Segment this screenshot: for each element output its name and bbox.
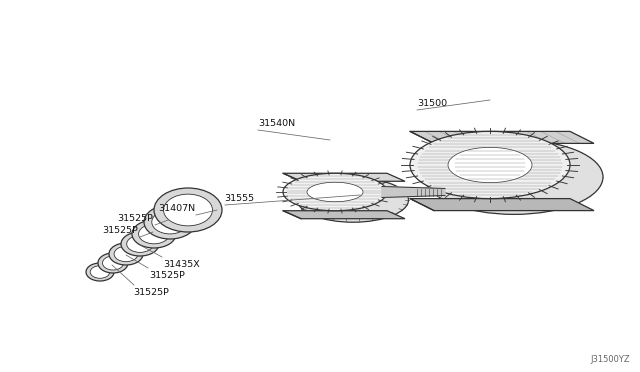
Ellipse shape: [154, 188, 222, 232]
Ellipse shape: [476, 159, 505, 171]
Ellipse shape: [127, 235, 154, 252]
Ellipse shape: [98, 253, 128, 273]
Ellipse shape: [132, 220, 176, 248]
Ellipse shape: [164, 194, 212, 226]
Ellipse shape: [114, 246, 138, 262]
Text: 31525P: 31525P: [133, 288, 169, 297]
Polygon shape: [283, 173, 405, 181]
Text: 31540N: 31540N: [258, 119, 295, 128]
Ellipse shape: [410, 131, 570, 199]
Ellipse shape: [425, 140, 603, 214]
Ellipse shape: [307, 182, 363, 202]
Text: 31525P: 31525P: [102, 226, 138, 235]
Ellipse shape: [121, 232, 159, 256]
Text: 31435X: 31435X: [163, 260, 200, 269]
Text: 31407N: 31407N: [158, 204, 195, 213]
Ellipse shape: [283, 173, 387, 211]
Ellipse shape: [298, 178, 408, 222]
Ellipse shape: [102, 256, 124, 270]
Text: 31500: 31500: [417, 99, 447, 108]
Ellipse shape: [152, 210, 188, 234]
Ellipse shape: [86, 263, 114, 281]
Polygon shape: [382, 186, 445, 198]
Text: 31555: 31555: [224, 194, 254, 203]
Polygon shape: [410, 199, 594, 211]
Polygon shape: [410, 131, 594, 143]
Ellipse shape: [144, 205, 196, 239]
Text: J31500YZ: J31500YZ: [590, 355, 630, 364]
Ellipse shape: [139, 224, 170, 244]
Ellipse shape: [467, 155, 513, 175]
Text: 31525P: 31525P: [149, 271, 185, 280]
Ellipse shape: [90, 266, 110, 278]
Ellipse shape: [448, 147, 532, 183]
Ellipse shape: [109, 243, 143, 265]
Polygon shape: [283, 211, 405, 219]
Text: 31525P: 31525P: [117, 214, 153, 223]
